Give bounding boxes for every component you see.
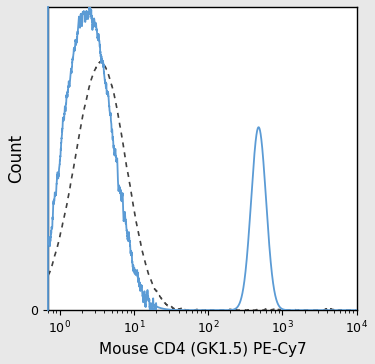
X-axis label: Mouse CD4 (GK1.5) PE-Cy7: Mouse CD4 (GK1.5) PE-Cy7 xyxy=(99,342,306,357)
Y-axis label: Count: Count xyxy=(7,134,25,183)
